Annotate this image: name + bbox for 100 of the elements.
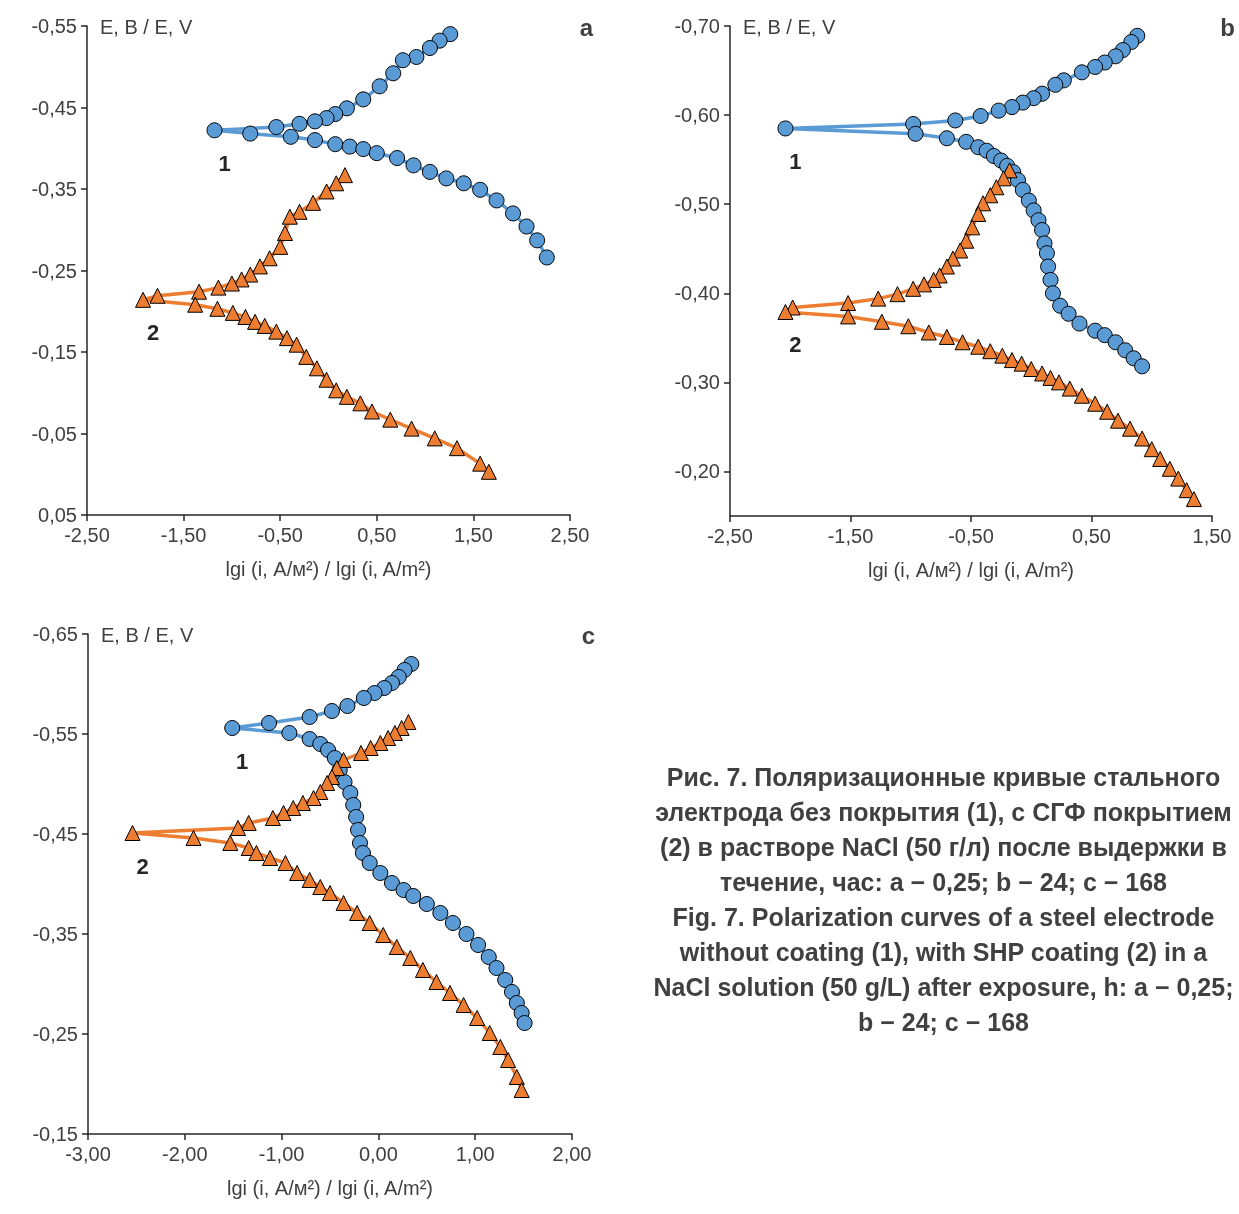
point — [291, 203, 308, 220]
point — [438, 170, 455, 187]
x-tick-label: 2,00 — [552, 1143, 592, 1165]
point — [469, 1010, 486, 1026]
y-tick-label: -0,40 — [674, 282, 720, 305]
point — [418, 896, 435, 912]
point — [1096, 327, 1113, 344]
point — [1087, 58, 1104, 75]
point — [958, 133, 975, 150]
point — [428, 974, 445, 990]
point — [264, 810, 281, 826]
point — [414, 962, 431, 978]
point — [472, 455, 489, 472]
point — [505, 205, 522, 222]
point — [405, 888, 422, 904]
point — [508, 1069, 525, 1085]
point — [905, 280, 922, 297]
point — [385, 65, 402, 82]
point — [277, 855, 294, 871]
point — [1003, 99, 1020, 116]
point — [480, 949, 497, 965]
point — [982, 343, 999, 360]
point — [318, 371, 335, 388]
y-axis-title: E, В / E, V — [100, 16, 193, 38]
point — [268, 119, 285, 136]
point — [341, 138, 358, 155]
point — [529, 232, 546, 249]
point — [355, 91, 372, 108]
point — [352, 745, 369, 761]
point — [308, 360, 325, 377]
point — [448, 440, 465, 457]
y-tick-label: -0,55 — [31, 15, 77, 37]
point — [230, 820, 247, 836]
point — [285, 800, 302, 816]
x-tick-label: -0,50 — [257, 524, 303, 546]
x-tick-label: 1,00 — [455, 1143, 495, 1165]
point — [305, 194, 322, 211]
point — [209, 300, 226, 317]
point — [408, 48, 425, 65]
point — [1013, 355, 1030, 372]
point — [389, 150, 406, 167]
point — [513, 1082, 530, 1098]
point — [421, 40, 438, 56]
x-tick-label: -1,50 — [160, 524, 207, 546]
point — [538, 249, 555, 266]
point — [488, 192, 505, 209]
y-tick-label: -0,25 — [32, 1023, 78, 1045]
point — [1060, 305, 1077, 322]
x-tick-label: -1,00 — [258, 1143, 305, 1165]
x-tick-label: -2,00 — [162, 1143, 208, 1165]
point — [223, 275, 240, 292]
y-tick-label: -0,65 — [32, 623, 78, 645]
point — [455, 997, 472, 1013]
point — [958, 232, 975, 249]
point — [261, 250, 278, 267]
point — [277, 225, 294, 242]
chart-title: c — [581, 621, 596, 649]
point — [289, 865, 306, 881]
point — [288, 336, 305, 353]
point — [240, 815, 257, 831]
y-tick-label: -0,15 — [31, 341, 77, 363]
y-tick-label: -0,70 — [674, 15, 720, 37]
point — [952, 242, 969, 259]
point — [873, 313, 890, 330]
series-label: 2 — [789, 332, 802, 358]
point — [336, 167, 353, 184]
point — [368, 145, 385, 162]
chart-title: a — [579, 13, 594, 41]
point — [268, 323, 285, 340]
point — [361, 915, 378, 931]
point — [372, 735, 389, 751]
point — [1122, 420, 1139, 437]
point — [488, 960, 505, 976]
text: Рис. 7. Поляризационные кривые стального электрода без покрытия (1), с СГФ покрытием (2) в растворе NaCl (50 г/л) после выдержки в течение, час: a − 0,25; b − 24; c − 168 — [654, 762, 1233, 898]
point — [382, 411, 399, 428]
point — [224, 720, 241, 736]
point — [518, 218, 535, 235]
point — [1044, 285, 1061, 302]
y-tick-label: -0,45 — [32, 823, 78, 845]
point — [319, 775, 336, 791]
point — [870, 290, 887, 307]
point — [970, 338, 987, 355]
series-label: 1 — [218, 150, 231, 176]
point — [291, 115, 308, 132]
point — [237, 308, 254, 325]
point — [301, 872, 318, 888]
y-tick-label: -0,35 — [31, 178, 77, 200]
point — [1047, 76, 1064, 93]
point — [312, 879, 329, 895]
y-tick-label: -0,20 — [674, 460, 720, 483]
point — [777, 303, 794, 320]
point — [907, 125, 924, 142]
point — [306, 132, 323, 149]
point — [1040, 258, 1057, 275]
point — [222, 835, 239, 851]
point — [442, 985, 459, 1001]
point — [1161, 460, 1178, 477]
point — [444, 915, 461, 931]
point — [388, 939, 405, 955]
point — [272, 238, 289, 255]
